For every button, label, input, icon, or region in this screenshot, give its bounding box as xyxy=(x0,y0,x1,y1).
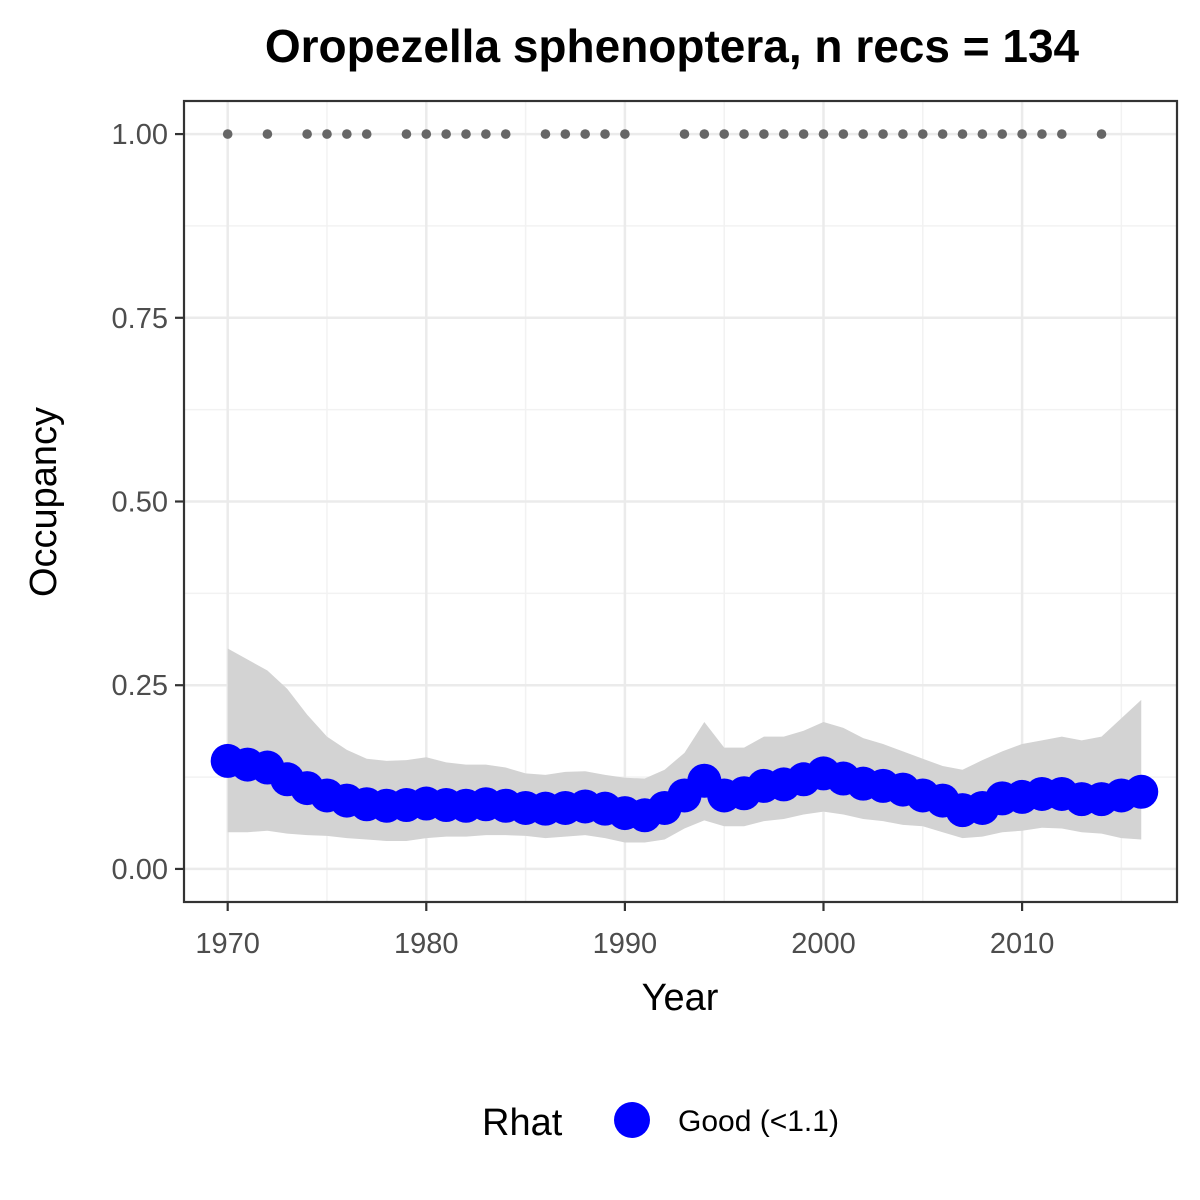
x-tick-label: 2010 xyxy=(990,928,1055,960)
occupancy-point xyxy=(1124,774,1159,809)
record-point xyxy=(1017,129,1027,139)
record-point xyxy=(580,129,590,139)
legend-label-good: Good (<1.1) xyxy=(678,1105,839,1138)
record-point xyxy=(957,129,968,139)
record-point xyxy=(461,129,471,139)
record-point xyxy=(798,129,809,139)
record-point xyxy=(937,129,948,139)
record-point xyxy=(739,129,749,139)
record-point xyxy=(262,129,273,139)
record-point xyxy=(759,129,769,139)
record-point xyxy=(560,129,571,139)
record-point xyxy=(699,129,710,139)
y-tick-label: 0.50 xyxy=(112,487,168,519)
record-point xyxy=(441,129,451,139)
record-point xyxy=(997,129,1008,139)
y-tick-label: 0.00 xyxy=(112,854,168,886)
record-point xyxy=(401,129,412,139)
legend: Rhat Good (<1.1) xyxy=(482,1102,839,1144)
record-point xyxy=(342,129,352,139)
legend-title: Rhat xyxy=(482,1102,563,1144)
record-point xyxy=(222,129,233,139)
record-point xyxy=(620,129,630,139)
chart-title: Oropezella sphenoptera, n recs = 134 xyxy=(265,20,1080,72)
y-tick-label: 0.25 xyxy=(112,670,168,702)
y-axis: 0.00 0.25 0.50 0.75 1.00 xyxy=(112,119,184,886)
record-point xyxy=(917,129,928,139)
y-tick-label: 0.75 xyxy=(112,303,168,335)
record-point xyxy=(1037,129,1047,139)
record-point xyxy=(540,129,551,139)
x-tick-label: 2000 xyxy=(791,928,856,960)
y-tick-label: 1.00 xyxy=(112,119,168,151)
record-point xyxy=(322,129,332,139)
record-points xyxy=(222,129,1107,139)
x-tick-label: 1970 xyxy=(195,928,260,960)
record-point xyxy=(878,129,888,139)
record-point xyxy=(719,129,729,139)
record-point xyxy=(679,129,690,139)
record-point xyxy=(818,129,829,139)
record-point xyxy=(361,129,372,139)
x-axis-title: Year xyxy=(642,977,719,1019)
x-tick-label: 1990 xyxy=(593,928,658,960)
y-axis-title: Occupancy xyxy=(23,407,65,597)
x-tick-label: 1980 xyxy=(394,928,459,960)
record-point xyxy=(600,129,610,139)
record-point xyxy=(977,129,988,139)
record-point xyxy=(1057,129,1067,139)
record-point xyxy=(858,129,869,139)
record-point xyxy=(778,129,789,139)
record-point xyxy=(500,129,511,139)
occupancy-points xyxy=(210,743,1159,833)
legend-key-good xyxy=(614,1102,650,1138)
record-point xyxy=(898,129,908,139)
record-point xyxy=(302,129,312,139)
x-axis: 1970 1980 1990 2000 2010 xyxy=(195,902,1054,960)
record-point xyxy=(421,129,432,139)
record-point xyxy=(838,129,849,139)
record-point xyxy=(1096,129,1107,139)
record-point xyxy=(481,129,491,139)
